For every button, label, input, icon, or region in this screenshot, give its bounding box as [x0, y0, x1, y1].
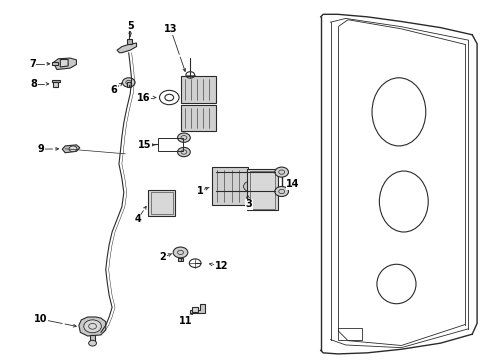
Circle shape — [244, 181, 258, 192]
Text: 10: 10 — [34, 314, 48, 324]
Text: 1: 1 — [196, 186, 203, 196]
Bar — [247, 169, 278, 211]
Polygon shape — [178, 258, 183, 261]
Text: 15: 15 — [138, 140, 151, 150]
Polygon shape — [53, 58, 76, 69]
Bar — [250, 171, 275, 209]
Text: 12: 12 — [215, 261, 228, 271]
Text: 7: 7 — [29, 59, 36, 69]
Polygon shape — [79, 317, 106, 336]
Polygon shape — [51, 80, 60, 82]
Circle shape — [177, 133, 190, 142]
Bar — [212, 167, 248, 205]
Bar — [148, 190, 175, 216]
Polygon shape — [53, 81, 58, 87]
Bar — [338, 328, 362, 339]
Circle shape — [122, 78, 135, 87]
Circle shape — [275, 167, 289, 177]
Circle shape — [69, 146, 77, 152]
Bar — [180, 76, 216, 103]
Polygon shape — [90, 335, 96, 342]
Text: 6: 6 — [111, 85, 118, 95]
Text: 13: 13 — [164, 24, 177, 35]
Circle shape — [275, 186, 289, 197]
Polygon shape — [190, 304, 205, 314]
Polygon shape — [192, 307, 198, 312]
Text: 3: 3 — [245, 199, 252, 210]
Circle shape — [84, 320, 101, 333]
Text: 2: 2 — [160, 252, 166, 262]
Text: 8: 8 — [30, 79, 37, 89]
Circle shape — [89, 340, 97, 346]
Bar — [158, 138, 183, 151]
Text: 11: 11 — [179, 316, 192, 325]
Polygon shape — [60, 59, 68, 67]
Text: 9: 9 — [37, 144, 44, 154]
Polygon shape — [127, 82, 131, 87]
Polygon shape — [127, 40, 132, 44]
Circle shape — [177, 147, 190, 157]
Polygon shape — [117, 43, 137, 53]
Circle shape — [173, 247, 188, 258]
Text: 16: 16 — [137, 93, 150, 103]
Text: 4: 4 — [134, 215, 141, 224]
Text: 14: 14 — [286, 179, 299, 189]
Bar — [180, 105, 216, 131]
Bar — [151, 192, 172, 214]
Polygon shape — [62, 145, 80, 153]
Polygon shape — [52, 62, 58, 65]
Text: 5: 5 — [127, 21, 134, 31]
